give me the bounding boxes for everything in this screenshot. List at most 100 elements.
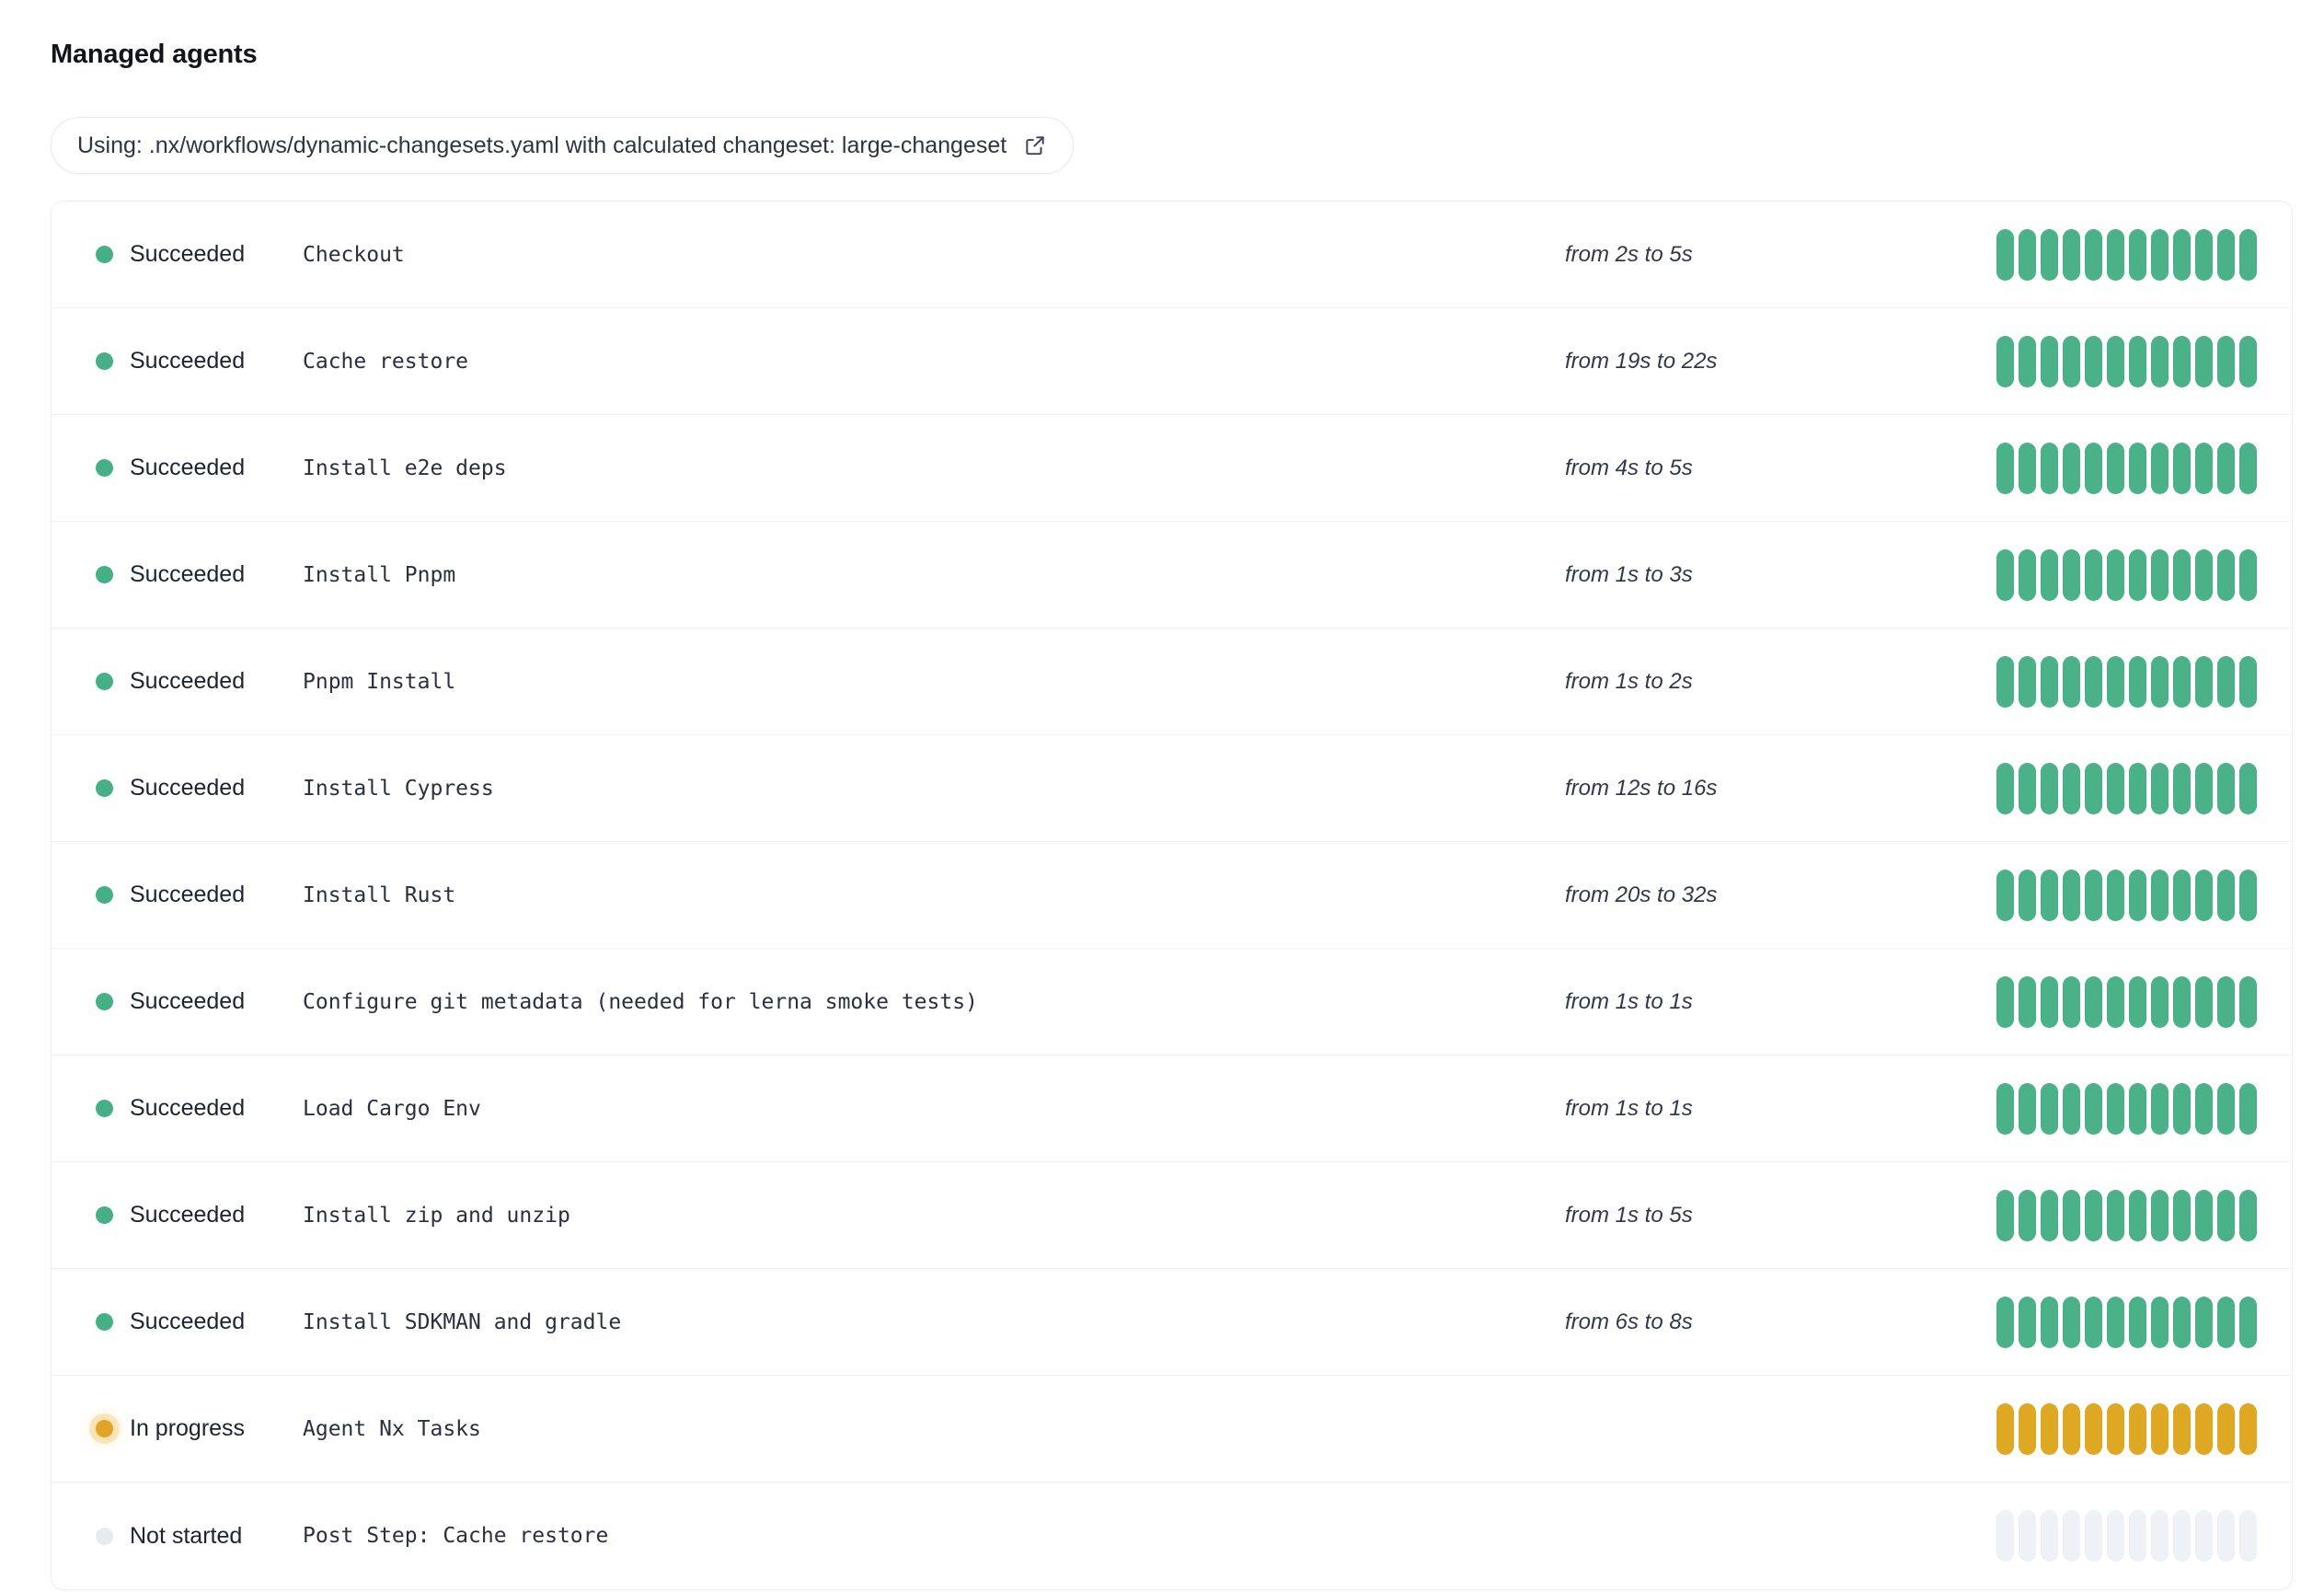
- agent-bar: [2151, 1082, 2169, 1135]
- agent-bar: [2129, 762, 2146, 814]
- agent-bar: [2085, 228, 2102, 281]
- step-name: Post Step: Cache restore: [303, 1524, 609, 1548]
- agent-bar: [1996, 228, 2014, 281]
- status-cell: In progress: [52, 1417, 295, 1440]
- agent-step-row[interactable]: Succeeded Cache restore from 19s to 22s: [52, 308, 2292, 415]
- agent-step-row[interactable]: Succeeded Install Pnpm from 1s to 3s: [52, 522, 2292, 629]
- agent-bar: [2217, 655, 2235, 708]
- external-link-icon[interactable]: [1023, 133, 1047, 157]
- agent-bar: [2041, 1402, 2058, 1455]
- agent-bar: [2063, 442, 2080, 494]
- agent-bar: [2195, 869, 2213, 921]
- agent-step-row[interactable]: Succeeded Pnpm Install from 1s to 2s: [52, 629, 2292, 735]
- status-succeeded-icon: [96, 993, 113, 1010]
- agent-bar: [2041, 1510, 2058, 1562]
- agent-bar: [2085, 335, 2102, 387]
- agent-bar: [2019, 1189, 2036, 1241]
- agent-bar: [2217, 1510, 2235, 1562]
- agent-bar: [2129, 869, 2146, 921]
- page-title: Managed agents: [51, 40, 258, 69]
- step-name: Install SDKMAN and gradle: [303, 1309, 622, 1334]
- agent-bar: [2217, 548, 2235, 601]
- agent-bar: [2195, 335, 2213, 387]
- agent-bar: [2173, 1510, 2191, 1562]
- agent-bar: [2107, 1296, 2124, 1348]
- agent-bar: [2151, 442, 2169, 494]
- agent-bar: [2239, 762, 2257, 814]
- status-succeeded-icon: [96, 1206, 113, 1224]
- agent-bar: [2063, 335, 2080, 387]
- step-name: Install Pnpm: [303, 562, 456, 587]
- agent-bar: [2063, 1082, 2080, 1135]
- agent-bar: [2195, 655, 2213, 708]
- agent-bar: [2173, 1296, 2191, 1348]
- status-cell: Succeeded: [52, 1204, 295, 1227]
- agent-bar: [2085, 655, 2102, 708]
- agent-bar: [2239, 1189, 2257, 1241]
- agent-step-row[interactable]: Succeeded Checkout from 2s to 5s: [52, 202, 2292, 308]
- agent-bar: [2239, 442, 2257, 494]
- agent-bar: [2217, 1296, 2235, 1348]
- agent-bar: [2195, 1402, 2213, 1455]
- agent-bar: [2019, 762, 2036, 814]
- agent-progress-bars: [1961, 1510, 2292, 1562]
- agent-step-row[interactable]: Succeeded Install e2e deps from 4s to 5s: [52, 415, 2292, 522]
- agent-bar: [2217, 228, 2235, 281]
- managed-agents-card: Succeeded Checkout from 2s to 5s Succeeded C…: [51, 201, 2293, 1590]
- using-workflow-pill[interactable]: Using: .nx/workflows/dynamic-changesets.…: [51, 117, 1075, 174]
- agent-bar: [2239, 1082, 2257, 1135]
- status-notstarted-icon: [96, 1527, 113, 1545]
- agent-bar: [2085, 1510, 2102, 1562]
- status-cell: Succeeded: [52, 777, 295, 800]
- agent-bar: [2085, 442, 2102, 494]
- agent-step-row[interactable]: Succeeded Load Cargo Env from 1s to 1s: [52, 1056, 2292, 1162]
- agent-progress-bars: [1961, 548, 2292, 601]
- status-cell: Succeeded: [52, 990, 295, 1013]
- agent-bar: [2173, 335, 2191, 387]
- agent-bar: [1996, 1189, 2014, 1241]
- agent-bar: [2217, 1189, 2235, 1241]
- status-succeeded-icon: [96, 886, 113, 904]
- status-label: In progress: [130, 1415, 246, 1441]
- status-label: Succeeded: [130, 668, 246, 694]
- agent-step-row[interactable]: Succeeded Install Cypress from 12s to 16s: [52, 735, 2292, 842]
- agent-bar: [2085, 762, 2102, 814]
- agent-bar: [2151, 1189, 2169, 1241]
- status-succeeded-icon: [96, 566, 113, 583]
- agent-bar: [2019, 442, 2036, 494]
- agent-bar: [2173, 975, 2191, 1028]
- agent-bar: [2217, 869, 2235, 921]
- status-label: Succeeded: [130, 348, 246, 374]
- agent-bar: [2173, 869, 2191, 921]
- agent-bar: [2151, 869, 2169, 921]
- status-label: Succeeded: [130, 882, 246, 907]
- agent-step-row[interactable]: In progress Agent Nx Tasks: [52, 1376, 2292, 1482]
- agent-bar: [2107, 1189, 2124, 1241]
- agent-bar: [2129, 1296, 2146, 1348]
- agent-step-row[interactable]: Succeeded Install zip and unzip from 1s to…: [52, 1162, 2292, 1269]
- agent-bar: [1996, 1402, 2014, 1455]
- status-label: Succeeded: [130, 455, 246, 480]
- agent-bar: [2107, 335, 2124, 387]
- status-cell: Succeeded: [52, 243, 295, 266]
- step-duration: from 1s to 3s: [1565, 561, 1693, 587]
- agent-bar: [2239, 228, 2257, 281]
- agent-step-row[interactable]: Succeeded Install Rust from 20s to 32s: [52, 842, 2292, 949]
- agent-bar: [2151, 762, 2169, 814]
- agent-progress-bars: [1961, 762, 2292, 814]
- agent-bar: [2173, 1402, 2191, 1455]
- agent-step-row[interactable]: Not started Post Step: Cache restore: [52, 1482, 2292, 1589]
- agent-bar: [2063, 869, 2080, 921]
- agent-bar: [1996, 1082, 2014, 1135]
- agent-step-row[interactable]: Succeeded Install SDKMAN and gradle from 6…: [52, 1269, 2292, 1376]
- agent-bar: [2107, 975, 2124, 1028]
- agent-bar: [2151, 1510, 2169, 1562]
- step-duration: from 4s to 5s: [1565, 455, 1693, 480]
- agent-bar: [2085, 548, 2102, 601]
- agent-step-row[interactable]: Succeeded Configure git metadata (needed …: [52, 949, 2292, 1056]
- status-succeeded-icon: [96, 779, 113, 797]
- status-succeeded-icon: [96, 246, 113, 263]
- agent-bar: [2239, 335, 2257, 387]
- agent-bar: [2085, 1082, 2102, 1135]
- status-cell: Succeeded: [52, 1097, 295, 1120]
